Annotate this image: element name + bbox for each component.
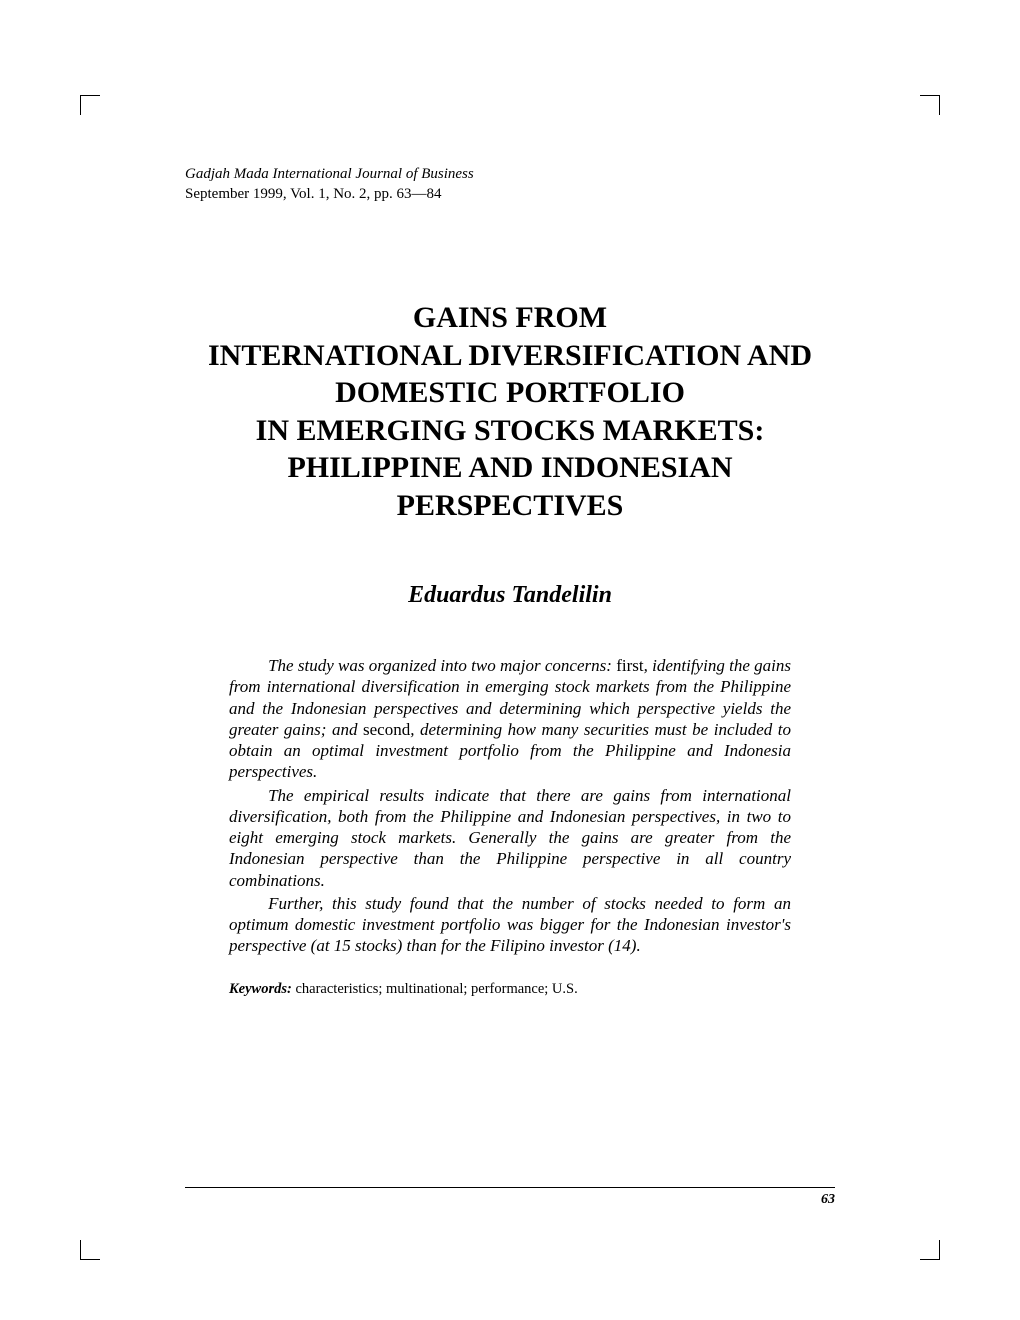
crop-mark-bottom-left: [80, 1240, 100, 1260]
crop-mark-top-left: [80, 95, 100, 115]
title-line-3: DOMESTIC PORTFOLIO: [335, 376, 685, 409]
keywords-text: characteristics; multinational; performa…: [292, 981, 578, 997]
journal-name: Gadjah Mada International Journal of Bus…: [185, 165, 835, 185]
abstract-paragraph-3: Further, this study found that the numbe…: [229, 893, 791, 957]
title-line-4: IN EMERGING STOCKS MARKETS:: [256, 414, 765, 447]
title-line-2: INTERNATIONAL DIVERSIFICATION AND: [208, 339, 812, 372]
title-line-1: GAINS FROM: [413, 301, 607, 334]
crop-mark-top-right: [920, 95, 940, 115]
abstract-p1-seg-a: The study was organized into two major c…: [268, 656, 616, 675]
abstract-paragraph-2: The empirical results indicate that ther…: [229, 785, 791, 891]
abstract: The study was organized into two major c…: [229, 655, 791, 957]
page-content: Gadjah Mada International Journal of Bus…: [185, 165, 835, 998]
journal-header: Gadjah Mada International Journal of Bus…: [185, 165, 835, 204]
title-line-6: PERSPECTIVES: [397, 489, 624, 522]
abstract-p1-second: second: [363, 720, 410, 739]
footer-rule: [185, 1187, 835, 1188]
crop-mark-bottom-right: [920, 1240, 940, 1260]
keywords: Keywords: characteristics; multinational…: [229, 981, 791, 998]
abstract-p1-first: first: [616, 656, 643, 675]
author-name: Eduardus Tandelilin: [185, 582, 835, 609]
abstract-paragraph-1: The study was organized into two major c…: [229, 655, 791, 783]
title-line-5: PHILIPPINE AND INDONESIAN: [287, 451, 732, 484]
journal-issue-info: September 1999, Vol. 1, No. 2, pp. 63—84: [185, 185, 835, 205]
page-number: 63: [821, 1192, 835, 1208]
article-title: GAINS FROM INTERNATIONAL DIVERSIFICATION…: [185, 299, 835, 524]
keywords-label: Keywords:: [229, 981, 292, 997]
